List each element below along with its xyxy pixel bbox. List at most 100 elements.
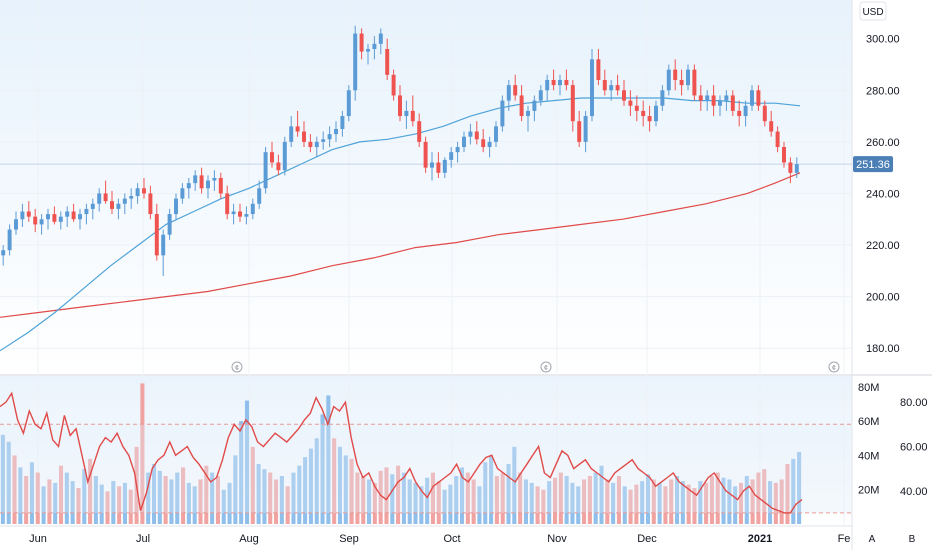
volume-bar bbox=[41, 486, 46, 524]
event-marker[interactable]: ¢ bbox=[231, 361, 243, 373]
scale-mode-button[interactable]: B bbox=[909, 534, 916, 545]
candle-body bbox=[65, 211, 70, 217]
candle bbox=[794, 157, 799, 178]
volume-bar bbox=[570, 482, 575, 524]
volume-bar bbox=[192, 486, 197, 524]
volume-bar bbox=[477, 486, 482, 524]
volume-bar bbox=[768, 481, 773, 524]
volume-bar bbox=[326, 395, 331, 524]
volume-bar bbox=[82, 469, 87, 524]
event-marker-label: ¢ bbox=[832, 365, 836, 372]
candle bbox=[26, 201, 31, 222]
candle bbox=[14, 211, 18, 235]
candle bbox=[52, 206, 57, 225]
candle bbox=[590, 49, 594, 122]
candle-body bbox=[423, 141, 428, 168]
auto-scale-button[interactable]: A bbox=[869, 534, 876, 545]
candle bbox=[622, 79, 626, 106]
candle bbox=[538, 85, 543, 106]
candle-body bbox=[449, 152, 454, 160]
candle bbox=[737, 100, 742, 127]
candle bbox=[762, 100, 767, 127]
candle bbox=[282, 136, 287, 176]
volume-bar bbox=[349, 458, 354, 524]
candle-body bbox=[743, 105, 748, 117]
volume-bar bbox=[186, 482, 191, 524]
candle-body bbox=[20, 211, 25, 220]
candle bbox=[7, 224, 12, 256]
price-tick-label: 300.00 bbox=[866, 34, 900, 46]
event-marker[interactable]: ¢ bbox=[540, 361, 552, 373]
candle bbox=[724, 90, 729, 111]
volume-bar bbox=[6, 441, 11, 524]
volume-bar bbox=[35, 472, 40, 524]
candle bbox=[647, 105, 652, 132]
volume-bar bbox=[593, 472, 598, 524]
candle-body bbox=[570, 85, 575, 122]
volume-bar bbox=[122, 482, 127, 524]
time-axis-background[interactable] bbox=[0, 526, 932, 550]
volume-bar bbox=[582, 479, 587, 524]
volume-bar bbox=[204, 465, 209, 524]
candle bbox=[654, 100, 658, 127]
candle bbox=[410, 95, 415, 127]
candle bbox=[532, 95, 537, 122]
candle bbox=[775, 126, 780, 153]
candle-body bbox=[398, 95, 402, 117]
volume-bar bbox=[250, 446, 255, 524]
candle bbox=[730, 90, 735, 117]
candle-body bbox=[519, 95, 524, 117]
volume-bars bbox=[0, 383, 802, 524]
volume-bar bbox=[361, 476, 366, 524]
candle bbox=[142, 177, 146, 199]
ma-slow-line bbox=[0, 172, 801, 318]
volume-bar bbox=[303, 457, 308, 524]
event-marker[interactable]: ¢ bbox=[828, 361, 840, 373]
candle bbox=[308, 134, 313, 153]
volume-bar bbox=[506, 464, 511, 524]
candle-body bbox=[110, 201, 114, 209]
candle-body bbox=[462, 136, 466, 148]
oscillator-band bbox=[0, 424, 852, 513]
candle-body bbox=[33, 216, 38, 225]
candle bbox=[660, 85, 665, 111]
candle bbox=[110, 190, 114, 215]
volume-bar bbox=[738, 482, 744, 524]
candle bbox=[71, 203, 76, 222]
candle bbox=[78, 208, 82, 230]
candle bbox=[135, 183, 140, 204]
candle-body bbox=[154, 214, 159, 256]
candle-body bbox=[487, 141, 492, 148]
volume-tick-label: 20M bbox=[858, 485, 879, 497]
candle-body bbox=[468, 131, 473, 137]
currency-badge[interactable]: USD bbox=[859, 1, 887, 21]
candle bbox=[385, 38, 390, 80]
price-axis-background[interactable] bbox=[852, 0, 932, 550]
candle bbox=[526, 105, 530, 132]
candle-body bbox=[90, 203, 95, 209]
candle bbox=[302, 121, 306, 148]
last-price-badge: 251.36 bbox=[853, 156, 893, 173]
volume-bar bbox=[24, 476, 29, 524]
volume-bar bbox=[448, 484, 453, 524]
candle bbox=[404, 100, 409, 129]
time-tick-label: Oct bbox=[443, 533, 460, 545]
candle bbox=[186, 177, 191, 199]
candle-body bbox=[308, 141, 313, 148]
candle-body bbox=[679, 79, 684, 86]
candle bbox=[583, 110, 588, 153]
volume-bar bbox=[779, 479, 784, 524]
volume-bar bbox=[291, 472, 296, 524]
volume-bar bbox=[518, 472, 523, 524]
candle bbox=[500, 95, 505, 132]
volume-bar bbox=[512, 446, 517, 524]
candle-body bbox=[353, 33, 358, 91]
candle bbox=[340, 110, 345, 137]
volume-bar bbox=[744, 476, 749, 524]
candle bbox=[769, 110, 774, 137]
candle-body bbox=[545, 79, 550, 91]
candle bbox=[327, 126, 332, 148]
volume-bar bbox=[12, 455, 17, 524]
